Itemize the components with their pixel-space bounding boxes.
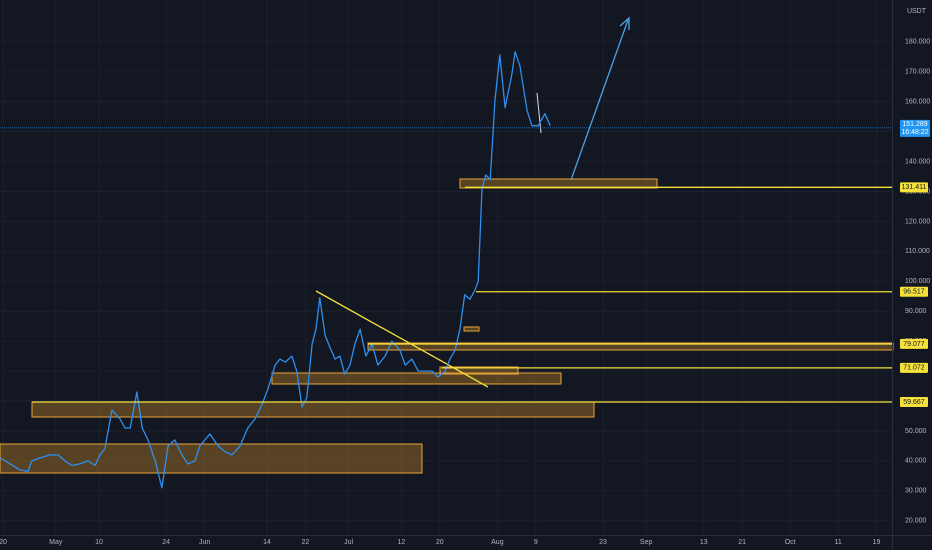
x-tick-label: 19 — [873, 539, 881, 546]
last-price-label: 151.289 — [902, 121, 927, 128]
level-label: 59.667 — [903, 399, 925, 406]
y-tick-label: 120.000 — [905, 218, 930, 225]
arrow — [570, 19, 629, 181]
x-tick-label: 9 — [534, 539, 538, 546]
y-tick-label: 30.000 — [905, 488, 927, 495]
plot — [0, 51, 893, 489]
x-tick-label: Oct — [785, 539, 796, 546]
y-tick-label: 20.000 — [905, 518, 927, 525]
x-tick-label: 14 — [263, 539, 271, 546]
level-label: 71.072 — [903, 365, 925, 372]
y-tick-label: 160.000 — [905, 99, 930, 106]
price-line — [0, 51, 551, 489]
last-price-box — [900, 119, 930, 137]
y-tick-label: 180.000 — [905, 39, 930, 46]
level-label-box — [900, 362, 928, 373]
grid — [0, 0, 892, 535]
level-label-box — [900, 286, 928, 297]
countdown-label: 16:48:22 — [901, 129, 928, 136]
x-tick-label: 21 — [738, 539, 746, 546]
zone — [439, 366, 519, 375]
level-label: 131.411 — [902, 184, 927, 191]
y-tick-label: 110.000 — [905, 248, 930, 255]
y-tick-label: 40.000 — [905, 458, 927, 465]
x-tick-label: Jun — [199, 539, 210, 546]
zone — [463, 326, 480, 332]
level-label: 96.517 — [903, 289, 925, 296]
x-tick-label: 24 — [162, 539, 170, 546]
x-tick-label: 12 — [397, 539, 405, 546]
x-tick-label: 13 — [700, 539, 708, 546]
x-tick-label: Sep — [640, 539, 653, 546]
zone — [0, 443, 423, 474]
x-tick-label: 10 — [95, 539, 103, 546]
zone — [271, 372, 562, 385]
x-tick-label: Aug — [491, 539, 504, 546]
level-label-box — [900, 338, 928, 349]
x-tick-label: 20 — [436, 539, 444, 546]
y-tick-label: 100.000 — [905, 278, 930, 285]
drawn-line — [536, 92, 542, 134]
x-tick-label: 22 — [301, 539, 309, 546]
y-tick-label: 90.000 — [905, 308, 927, 315]
x-tick-label: 11 — [835, 539, 842, 546]
y-tick-label: 170.000 — [905, 69, 930, 76]
y-tick-label: 50.000 — [905, 428, 927, 435]
trendline — [315, 290, 489, 388]
currency: USDT — [907, 8, 927, 15]
drawings — [0, 16, 894, 474]
arrow-head — [619, 16, 630, 30]
zone — [459, 178, 658, 189]
x-tick-label: 20 — [0, 539, 7, 546]
x-tick-label: Jul — [344, 539, 353, 546]
level-label-box — [900, 182, 928, 193]
y-tick-label: 140.000 — [905, 158, 930, 165]
level-label-box — [900, 397, 928, 408]
x-tick-label: 23 — [599, 539, 607, 546]
level-label: 79.077 — [903, 341, 925, 348]
x-tick-label: May — [49, 539, 63, 546]
